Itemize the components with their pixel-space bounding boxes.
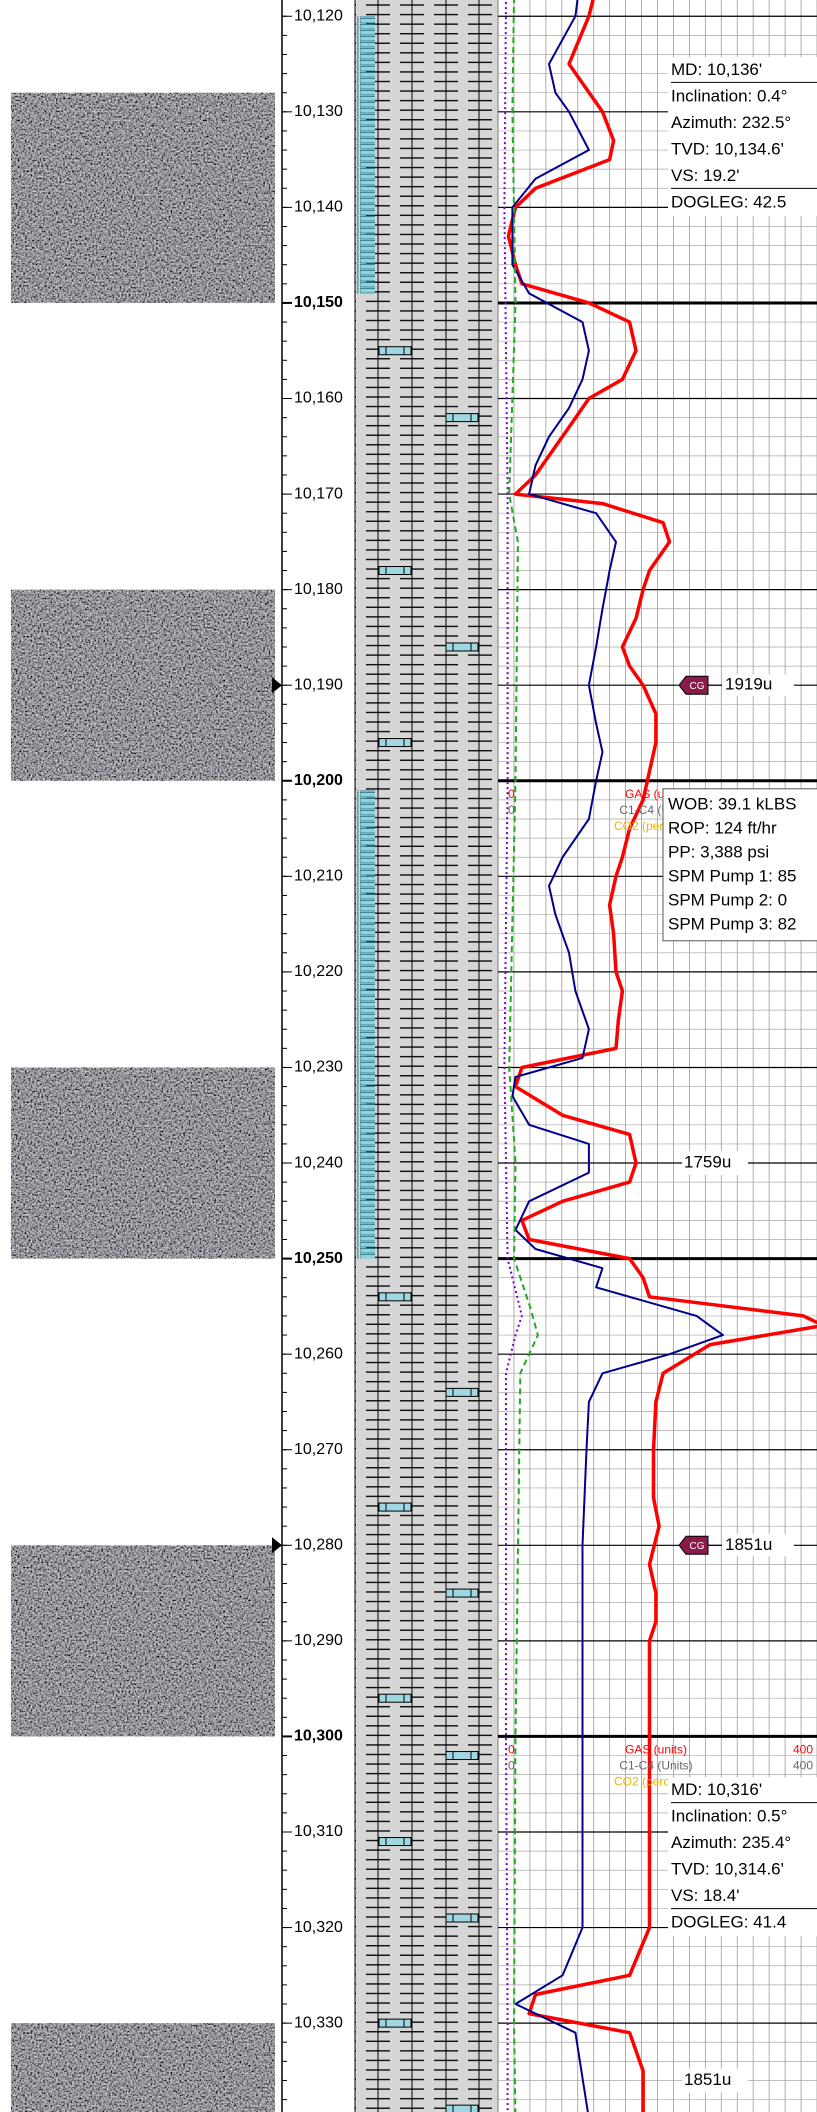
survey-line: VS: 19.2' [671,166,739,185]
survey-line: VS: 18.4' [671,1886,739,1905]
header-max: 400 [793,1759,813,1773]
lithology-marker [446,1914,478,1922]
lithology-column [355,0,498,2112]
marker-body [446,643,478,651]
marker-body [446,1388,478,1396]
gas-label: 1851u [725,1535,772,1554]
survey-line: MD: 10,316' [671,1780,762,1799]
marker-body [379,1503,411,1511]
marker-body [446,414,478,422]
survey-line: DOGLEG: 42.5 [671,192,786,211]
core-photo [11,1545,275,1736]
drilling-line: SPM Pump 2: 0 [668,890,787,909]
depth-label: 10,230 [294,1059,343,1076]
gas-icon-text: CG [690,1541,705,1552]
drilling-line: WOB: 39.1 kLBS [668,794,797,813]
lithology-marker [446,414,478,422]
marker-body [379,1838,411,1846]
mud-log: 10,120 10,130 10,140 10,150 10,160 10,170 10,1… [0,0,817,2112]
depth-label: 10,320 [294,1919,343,1936]
survey-line: MD: 10,136' [671,60,762,79]
depth-label: 10,150 [294,294,343,311]
depth-label: 10,290 [294,1632,343,1649]
depth-label: 10,300 [294,1728,343,1745]
core-photo [11,1067,275,1258]
survey-line: DOGLEG: 41.4 [671,1913,786,1932]
lithology-marker [379,1838,411,1846]
drilling-line: SPM Pump 1: 85 [668,866,797,885]
gas-label: 1851u [684,2070,731,2089]
depth-label: 10,270 [294,1441,343,1458]
header-c1c4: C1-C4 (Units) [619,1759,692,1773]
depth-label: 10,310 [294,1823,343,1840]
survey-line: Azimuth: 232.5° [671,113,791,132]
depth-label: 10,210 [294,868,343,885]
depth-label: 10,180 [294,581,343,598]
survey-line: TVD: 10,134.6' [671,139,784,158]
depth-label: 10,220 [294,963,343,980]
lithology-marker [446,643,478,651]
marker-body [379,1694,411,1702]
drilling-line: PP: 3,388 psi [668,842,769,861]
header-min: 0 [508,787,515,801]
lithology-bar [357,16,375,293]
page: {"depth_axis": {"ylim": [10118.3, 10339.… [0,0,817,2112]
header-gas: GAS (units) [625,1743,687,1757]
survey-line: Inclination: 0.4° [671,86,787,105]
depth-label: 10,200 [294,772,343,789]
marker-body [446,2105,478,2112]
survey-line: TVD: 10,314.6' [671,1860,784,1879]
marker-body [379,2019,411,2027]
gas-label: 1759u [684,1153,731,1172]
depth-label: 10,120 [294,7,343,24]
marker-body [379,1293,411,1301]
header-max: 400 [793,1743,813,1757]
depth-label: 10,240 [294,1154,343,1171]
depth-label: 10,330 [294,2014,343,2031]
marker-body [446,1589,478,1597]
lithology-marker [379,1503,411,1511]
core-photo [11,590,275,781]
depth-label: 10,250 [294,1250,343,1267]
marker-body [379,347,411,355]
lithology-marker [379,739,411,747]
gas-label: 1919u [725,675,772,694]
marker-body [446,1752,478,1760]
survey-line: Inclination: 0.5° [671,1807,787,1826]
lithology-marker [379,1694,411,1702]
survey-line: Azimuth: 235.4° [671,1833,791,1852]
lithology-marker [446,1752,478,1760]
lithology-marker [379,347,411,355]
drilling-line: SPM Pump 3: 82 [668,914,797,933]
depth-label: 10,190 [294,676,343,693]
depth-label: 10,280 [294,1537,343,1554]
depth-label: 10,260 [294,1345,343,1362]
marker-body [379,739,411,747]
depth-label: 10,170 [294,485,343,502]
lithology-marker [379,567,411,575]
depth-label: 10,130 [294,103,343,120]
header-min: 0 [508,1743,515,1757]
lithology-marker [446,2105,478,2112]
lithology-marker [446,1589,478,1597]
core-photo [11,93,275,303]
marker-body [446,1914,478,1922]
lithology-marker [379,1293,411,1301]
drilling-line: ROP: 124 ft/hr [668,818,777,837]
depth-label: 10,140 [294,199,343,216]
marker-body [379,567,411,575]
header-min: 0 [508,1759,515,1773]
lithology-bar [357,790,375,1258]
core-photo [11,2023,275,2112]
header-min: 0 [508,803,515,817]
depth-label: 10,160 [294,390,343,407]
lithology-marker [446,1388,478,1396]
lithology-marker [379,2019,411,2027]
gas-icon-text: CG [690,681,705,692]
